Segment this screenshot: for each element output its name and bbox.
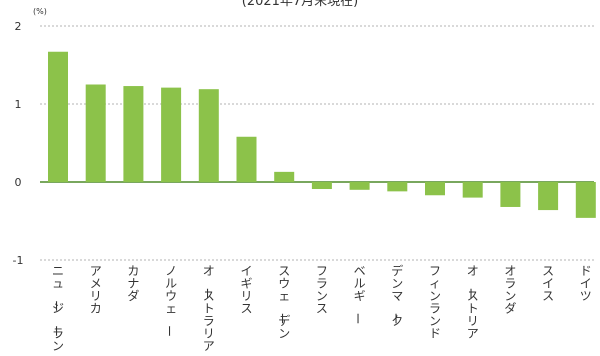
x-tick-label: アメリカ xyxy=(90,264,102,316)
x-tick-label: ドイツ xyxy=(580,264,592,303)
bar xyxy=(538,182,559,211)
bar xyxy=(425,182,445,196)
bar xyxy=(387,182,408,192)
x-tick-label: フィンランド xyxy=(429,264,441,341)
x-tick-label: フランス xyxy=(316,264,328,316)
x-tick-label: イギリス xyxy=(240,264,252,316)
x-tick-label: カナダ xyxy=(127,264,139,303)
bar xyxy=(123,86,144,182)
bar xyxy=(198,89,219,182)
chart-subtitle: (2021年7月末現在) xyxy=(242,0,359,9)
x-axis-labels: ニュージーランド アメリカ カナダ ノルウェー オーストラリア イギリス スウェーデン フラン… xyxy=(49,263,592,356)
bar xyxy=(575,182,596,218)
x-tick-label: オランダ xyxy=(504,264,516,316)
y-tick-label: 2 xyxy=(15,20,22,33)
bar xyxy=(48,51,68,182)
x-tick-label: ベルギー xyxy=(351,264,366,325)
x-tick-label: オーストラリア xyxy=(200,264,215,352)
bar xyxy=(311,182,332,190)
bar xyxy=(274,171,295,182)
x-tick-label: スイス xyxy=(542,264,554,303)
y-axis-unit-label: (%) xyxy=(33,7,47,16)
y-tick-label: 1 xyxy=(15,98,22,111)
bar xyxy=(349,182,370,190)
bar xyxy=(236,136,257,182)
bar xyxy=(500,182,521,207)
bar xyxy=(85,84,106,182)
x-tick-label: デンマーク xyxy=(388,263,403,328)
x-tick-label: オーストリア xyxy=(464,264,479,341)
y-axis-ticks: 2 1 0 -1 xyxy=(13,20,24,267)
x-tick-label: ニュージーランド xyxy=(49,264,64,352)
x-tick-label: スウェーデン xyxy=(275,264,290,341)
bars xyxy=(48,51,596,218)
y-tick-label: 0 xyxy=(15,176,22,189)
gridlines xyxy=(40,25,594,261)
y-tick-label: -1 xyxy=(13,254,24,267)
bar xyxy=(161,87,182,182)
bar xyxy=(462,182,483,198)
x-tick-label: ノルウェー xyxy=(162,264,177,337)
